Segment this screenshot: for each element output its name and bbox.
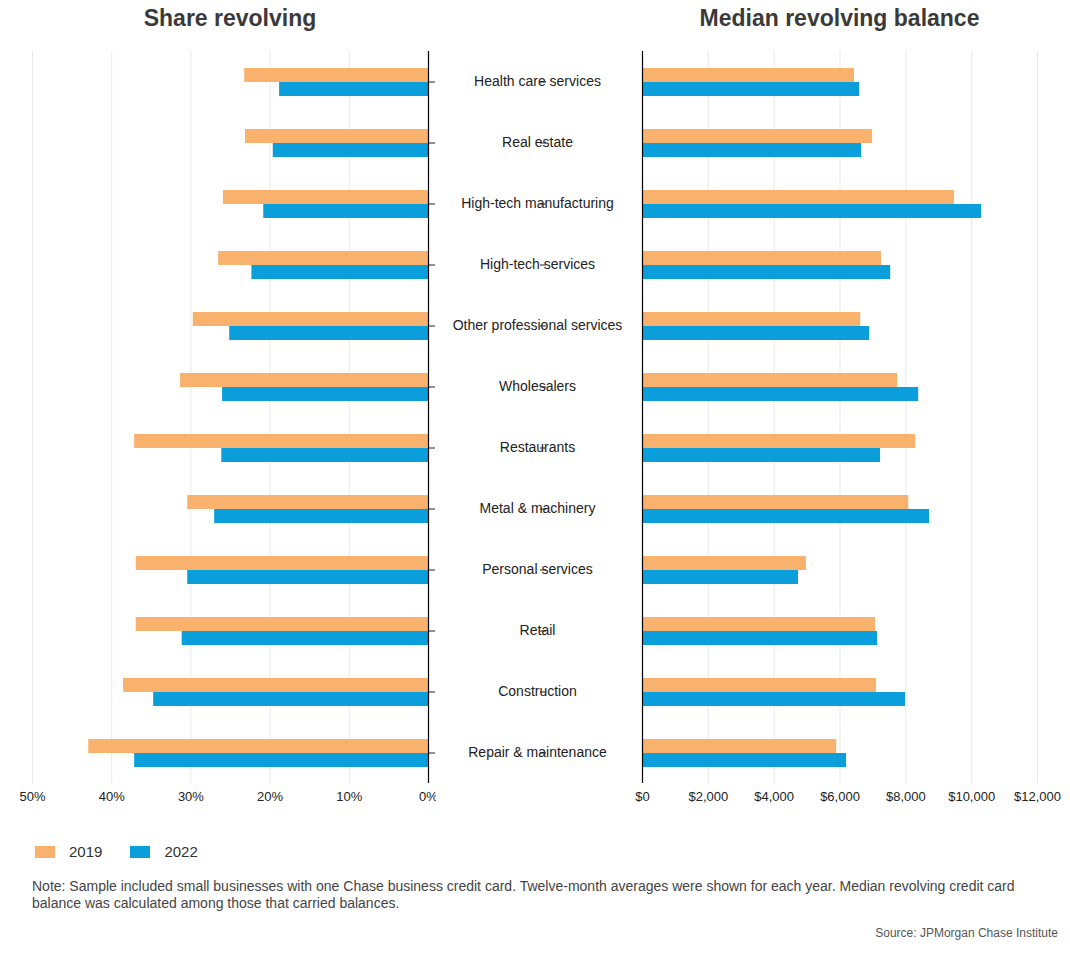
svg-text:$8,000: $8,000 [886,789,926,804]
svg-text:Health care services: Health care services [474,73,601,89]
svg-text:0%: 0% [419,789,436,804]
svg-text:Wholesalers: Wholesalers [499,378,576,394]
svg-text:$0: $0 [635,789,649,804]
svg-text:Retail: Retail [520,622,556,638]
svg-text:$2,000: $2,000 [688,789,728,804]
html-text:Median revolving balance: Median revolving balance [699,5,980,31]
svg-text:Metal & machinery: Metal & machinery [480,500,596,516]
svg-text:$10,000: $10,000 [948,789,995,804]
svg-text:High-tech services: High-tech services [480,256,595,272]
html-text:2022: 2022 [164,843,198,860]
svg-text:Real estate: Real estate [502,134,573,150]
svg-text:50%: 50% [19,789,45,804]
svg-text:Restaurants: Restaurants [500,439,575,455]
svg-text:20%: 20% [257,789,283,804]
html-text:2019: 2019 [69,843,103,860]
svg-text:Other professional services: Other professional services [453,317,623,333]
svg-text:$12,000: $12,000 [1014,789,1061,804]
svg-text:High-tech manufacturing: High-tech manufacturing [461,195,614,211]
svg-text:Repair & maintenance: Repair & maintenance [468,744,607,760]
svg-text:30%: 30% [178,789,204,804]
html-text:Note: Sample included small bu: Note: Sample included small businesses w… [32,878,1015,911]
html-text:Source: JPMorgan Chase Institu: Source: JPMorgan Chase Institute [875,926,1058,940]
svg-text:$6,000: $6,000 [820,789,860,804]
svg-text:Personal services: Personal services [482,561,593,577]
svg-text:Construction: Construction [498,683,577,699]
svg-text:10%: 10% [336,789,362,804]
html-text:Share revolving: Share revolving [143,5,317,31]
svg-text:$4,000: $4,000 [754,789,794,804]
svg-text:40%: 40% [99,789,125,804]
